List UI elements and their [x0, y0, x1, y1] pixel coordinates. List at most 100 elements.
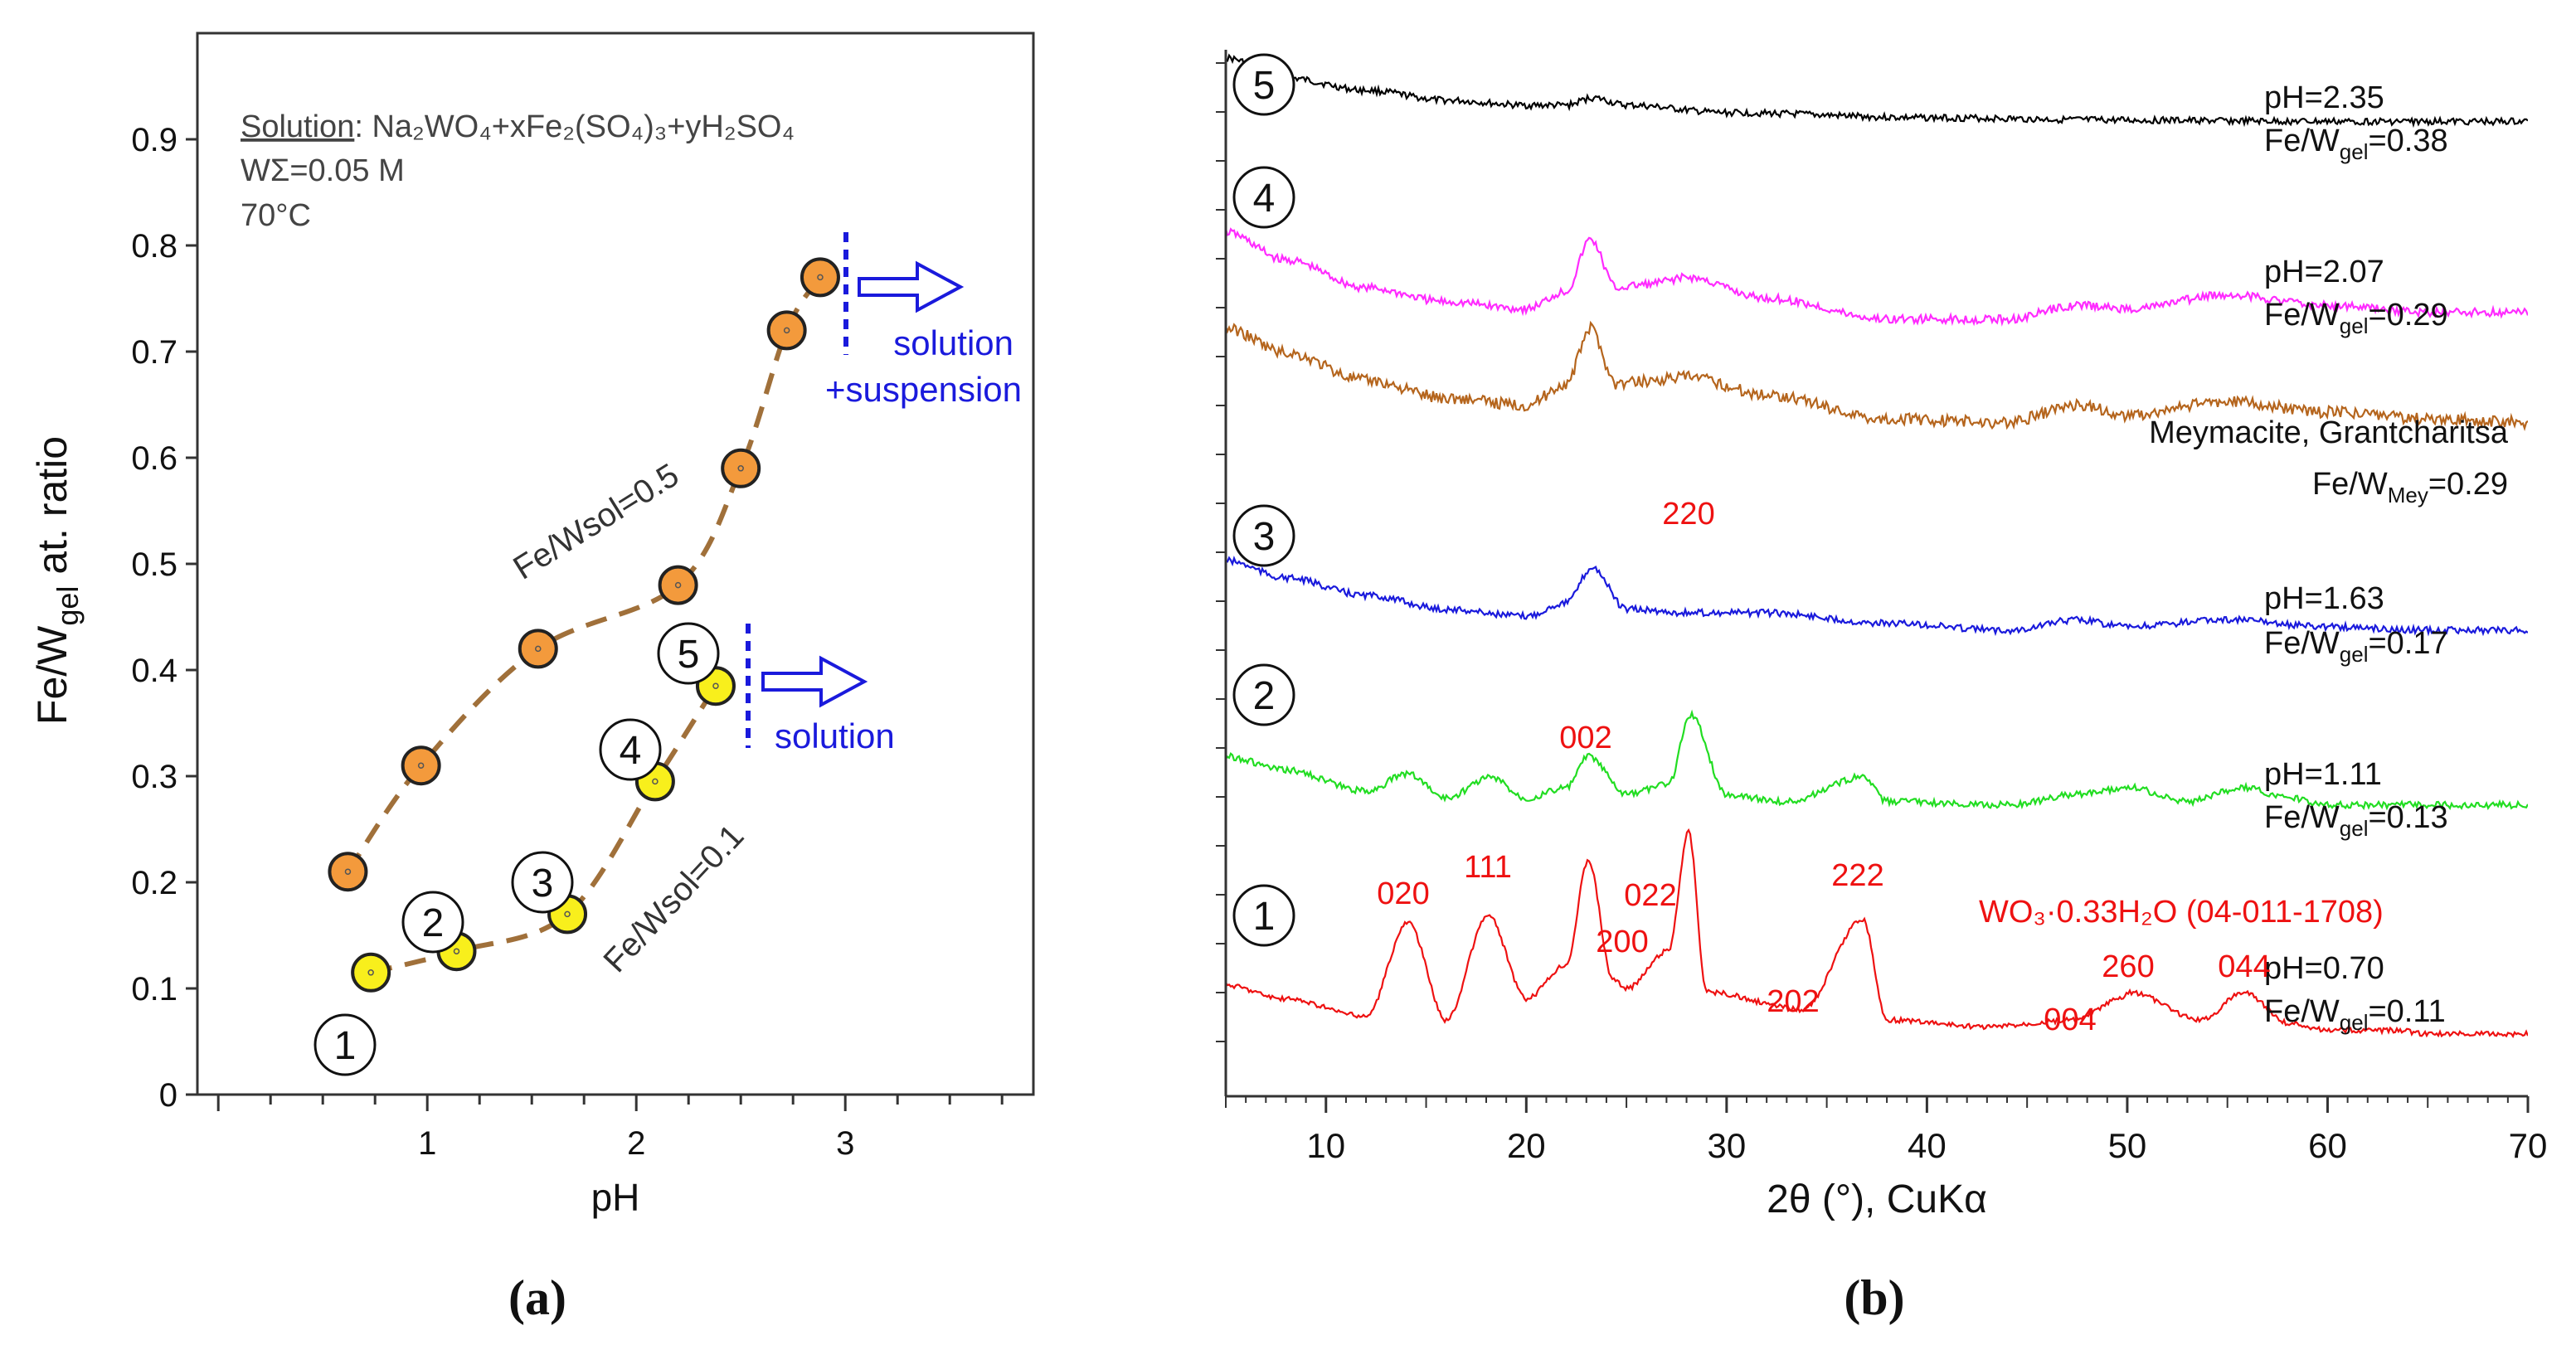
peak-label-111: 111 — [1464, 850, 1512, 885]
svg-text:5: 5 — [678, 633, 700, 677]
xrd-curve-3 — [1226, 320, 2528, 432]
curve-marker-1: 1 — [1232, 884, 1295, 947]
peak-label-222: 222 — [1831, 858, 1883, 893]
panel-a-label: (a) — [508, 1270, 566, 1325]
data-point-orange — [766, 310, 807, 351]
x-tick-label: 10 — [1306, 1126, 1345, 1165]
annotation-meymacite: Meymacite, Grantcharitsa Fe/WMey=0.29 — [2149, 415, 2509, 507]
peak-label-022: 022 — [1624, 878, 1676, 913]
data-point-yellow — [351, 952, 391, 993]
total-tungsten-concentration: WΣ=0.05 M — [241, 153, 405, 188]
peak-label-044: 044 — [2218, 949, 2270, 984]
data-point-orange — [518, 629, 558, 669]
dashed-curve-lower — [370, 684, 718, 975]
xrd-curves — [1226, 53, 2528, 1039]
x-tick-label: 20 — [1507, 1126, 1546, 1165]
panel-b-ticks: 10 20 30 40 50 60 70 — [1216, 62, 2548, 1165]
temperature-label: 70°C — [241, 198, 311, 233]
y-tick-label: 0.6 — [131, 440, 177, 477]
svg-text:2: 2 — [422, 901, 445, 945]
xrd-curve-2 — [1226, 227, 2528, 327]
svg-text:Fe/Wgel=0.13: Fe/Wgel=0.13 — [2264, 800, 2448, 841]
panel-a-y-axis-label: Fe/Wgel at. ratio — [29, 436, 85, 725]
data-point-orange — [328, 852, 368, 892]
arrow-upper-label-2: +suspension — [825, 370, 1022, 409]
peak-label-220: 220 — [1662, 497, 1714, 532]
arrow-right-icon-lower — [761, 655, 868, 708]
svg-text:3: 3 — [532, 862, 554, 906]
panel-b-xrd-plot: 10 20 30 40 50 60 70 2θ (°), CuKα 5 4 3 2 1 pH… — [1216, 50, 2547, 1325]
annotation-curve-4: pH=2.07 Fe/Wgel=0.29 — [2264, 255, 2448, 338]
svg-text:Fe/Wgel=0.11: Fe/Wgel=0.11 — [2264, 994, 2446, 1035]
solution-composition-text: Solution: Na₂WO₄+xFe₂(SO₄)₃+yH₂SO₄ — [241, 109, 795, 144]
point-marker-3: 3 — [511, 851, 574, 914]
y-tick-label: 0.2 — [131, 865, 177, 901]
y-tick-label: 0.5 — [131, 546, 177, 583]
point-marker-2: 2 — [401, 891, 464, 954]
xrd-curve-5 — [1226, 709, 2528, 811]
svg-text:Fe/Wgel=0.17: Fe/Wgel=0.17 — [2264, 626, 2448, 667]
y-tick-label: 0.8 — [131, 228, 177, 265]
curve-marker-5: 5 — [1232, 53, 1295, 116]
svg-text:4: 4 — [1253, 177, 1276, 221]
svg-text:pH=1.11: pH=1.11 — [2264, 757, 2382, 792]
curve-label-upper: Fe/Wsol=0.5 — [507, 457, 685, 587]
curve-marker-2: 2 — [1232, 663, 1295, 726]
peak-label-200: 200 — [1596, 925, 1648, 959]
svg-text:pH=2.35: pH=2.35 — [2264, 80, 2384, 115]
svg-text:1: 1 — [334, 1024, 357, 1068]
xrd-curve-1 — [1226, 53, 2528, 129]
svg-text:4: 4 — [620, 729, 642, 773]
svg-text:Meymacite, Grantcharitsa: Meymacite, Grantcharitsa — [2149, 415, 2509, 450]
svg-text:pH=0.70: pH=0.70 — [2264, 951, 2384, 986]
data-point-orange — [800, 257, 840, 298]
x-tick-label: 3 — [836, 1125, 854, 1162]
curve-marker-3: 3 — [1232, 504, 1295, 567]
data-point-orange — [658, 565, 698, 605]
annotation-curve-1: pH=0.70 Fe/Wgel=0.11 — [2264, 951, 2446, 1035]
svg-text:pH=1.63: pH=1.63 — [2264, 581, 2384, 616]
svg-text:3: 3 — [1253, 515, 1276, 559]
x-tick-label: 2 — [627, 1125, 645, 1162]
svg-text:Fe/Wgel=0.29: Fe/Wgel=0.29 — [2264, 298, 2448, 338]
x-tick-label: 60 — [2308, 1126, 2347, 1165]
svg-text:1: 1 — [1253, 895, 1276, 939]
xrd-curve-6 — [1226, 828, 2528, 1039]
svg-text:Fe/Wgel=0.38: Fe/Wgel=0.38 — [2264, 124, 2448, 164]
x-tick-label: 1 — [418, 1125, 436, 1162]
svg-text:Fe/WMey=0.29: Fe/WMey=0.29 — [2312, 467, 2508, 507]
phase-label: WO₃·0.33H₂O (04-011-1708) — [1979, 895, 2384, 930]
panel-a-scatter-plot: 1 2 3 0 0.1 0.2 0.3 0.4 0.5 0.6 0.7 0.8 0.9 Fe/Wgel … — [29, 32, 1035, 1325]
curve-marker-4: 4 — [1232, 166, 1295, 229]
panel-a-ticks: 1 2 3 0 0.1 0.2 0.3 0.4 0.5 0.6 0.7 0.8 0.9 — [131, 122, 1004, 1162]
panel-a-x-axis-label: pH — [591, 1176, 640, 1219]
arrow-lower-label: solution — [775, 716, 895, 755]
data-point-orange — [401, 745, 441, 786]
panel-b-label: (b) — [1844, 1270, 1904, 1325]
svg-text:pH=2.07: pH=2.07 — [2264, 255, 2384, 289]
y-tick-label: 0.4 — [131, 653, 177, 689]
panel-a-data-points — [328, 257, 840, 993]
svg-text:5: 5 — [1253, 64, 1276, 108]
arrow-right-icon-upper — [858, 260, 965, 313]
y-tick-label: 0.7 — [131, 334, 177, 371]
x-tick-label: 40 — [1908, 1126, 1947, 1165]
panel-b-x-axis-label: 2θ (°), CuKα — [1767, 1177, 1987, 1221]
x-tick-label: 30 — [1707, 1126, 1746, 1165]
y-tick-label: 0.3 — [131, 759, 177, 795]
y-tick-label: 0 — [159, 1077, 177, 1114]
point-marker-4: 4 — [599, 718, 662, 781]
point-marker-5: 5 — [657, 622, 720, 685]
y-tick-label: 0.1 — [131, 971, 177, 1008]
x-tick-label: 70 — [2509, 1126, 2548, 1165]
peak-label-004: 004 — [2044, 1003, 2096, 1037]
point-marker-1: 1 — [313, 1013, 377, 1076]
y-tick-label: 0.9 — [131, 122, 177, 158]
svg-text:2: 2 — [1253, 674, 1276, 718]
data-point-orange — [721, 448, 761, 488]
peak-label-002: 002 — [1559, 721, 1611, 755]
arrow-upper-label-1: solution — [893, 323, 1013, 362]
xrd-curve-4 — [1226, 556, 2528, 637]
peak-label-202: 202 — [1767, 984, 1819, 1019]
